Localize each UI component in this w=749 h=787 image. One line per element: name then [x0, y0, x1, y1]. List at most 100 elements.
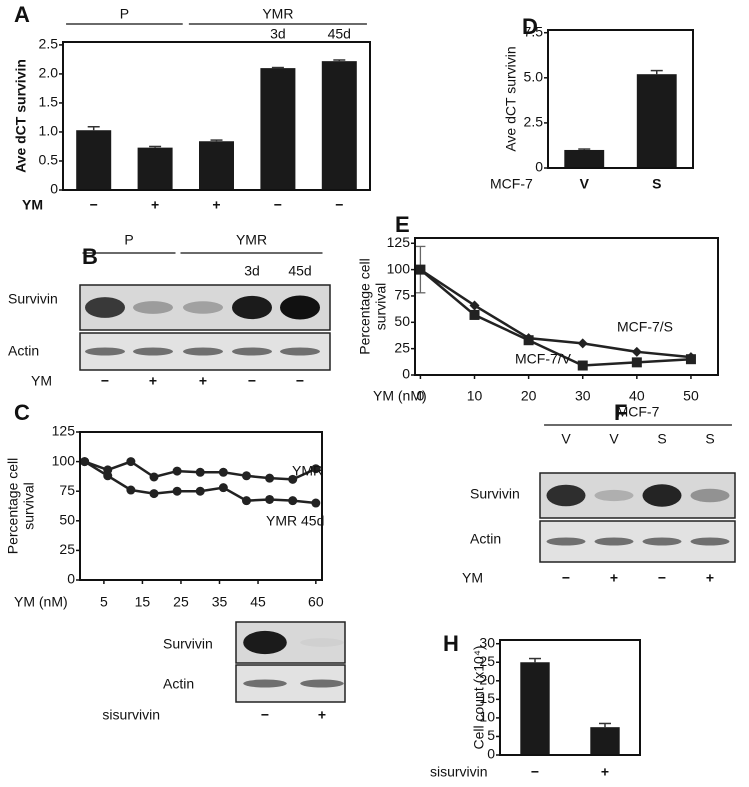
blot-band [594, 489, 634, 502]
panel-letter: D [522, 14, 538, 39]
error-bar [271, 66, 284, 69]
panel-letter: B [82, 244, 98, 269]
group-label: P [120, 6, 129, 22]
row-label: Actin [470, 531, 501, 547]
blot-band [546, 484, 586, 507]
y-tick-label: 25 [479, 653, 495, 669]
x-tick-label: + [601, 764, 609, 780]
blot-band [183, 347, 223, 356]
treatment-label: sisurvivin [102, 707, 160, 723]
lane-sign: + [610, 570, 618, 586]
x-tick-label: 25 [173, 594, 189, 610]
y-tick-label: 2.5 [524, 114, 544, 130]
group-label: P [124, 232, 133, 248]
plot-frame [62, 41, 371, 191]
lane-label: 3d [270, 26, 286, 42]
y-tick-label: 50 [394, 313, 410, 329]
row-label: Survivin [8, 291, 58, 307]
panel-letter: E [395, 212, 410, 237]
x-tick-label: 0 [417, 388, 425, 404]
treatment-label: YM [462, 570, 483, 586]
blot-band [280, 295, 320, 320]
row-label: Survivin [470, 486, 520, 502]
y-tick-label: 5.0 [524, 69, 544, 85]
marker [311, 498, 321, 508]
row-label: Actin [163, 676, 194, 692]
x-axis-label: YM (nM) [14, 594, 68, 610]
bar [520, 662, 550, 755]
y-tick-label: 10 [479, 709, 495, 725]
marker [103, 471, 113, 481]
y-tick-label: 5 [487, 727, 495, 743]
x-tick-label: 30 [575, 388, 591, 404]
error-bar [650, 69, 663, 75]
marker [265, 494, 275, 504]
y-axis-label: survival [373, 283, 389, 330]
plot-frame [414, 237, 719, 376]
plot-frame [79, 431, 323, 581]
y-axis-label: survival [21, 482, 37, 529]
blot-band [232, 347, 272, 356]
marker [469, 309, 480, 320]
lane-sign: + [706, 570, 714, 586]
bar [564, 149, 605, 168]
bar [199, 141, 234, 190]
y-tick-label: 75 [394, 287, 410, 303]
marker [577, 360, 588, 371]
series-label: MCF-7/V [515, 351, 572, 367]
treatment-label: YM [31, 373, 52, 389]
y-axis-label: Ave dCT survivin [503, 46, 519, 151]
marker [288, 496, 298, 506]
lane-sign: − [658, 570, 666, 586]
y-axis-label: Ave dCT survivin [13, 59, 29, 173]
y-tick-label: 0 [50, 181, 58, 197]
x-tick-label: 45 [250, 594, 266, 610]
lane-label: 3d [244, 263, 260, 279]
x-tick-label: − [90, 197, 98, 213]
marker [80, 457, 90, 467]
group-label: MCF-7 [617, 404, 660, 420]
x-tick-label: − [274, 197, 282, 213]
x-tick-label: 60 [308, 594, 324, 610]
lane-label: V [609, 431, 619, 447]
y-tick-label: 0 [535, 159, 543, 175]
row-label: Actin [8, 343, 39, 359]
blot-band [690, 488, 730, 503]
blot-band [300, 679, 344, 688]
lane-sign: − [562, 570, 570, 586]
y-tick-label: 30 [479, 634, 495, 650]
lane-label: 45d [328, 26, 351, 42]
x-tick-label: 15 [135, 594, 151, 610]
plot-frame [547, 29, 694, 169]
error-bar [578, 148, 591, 150]
x-tick-label: 50 [683, 388, 699, 404]
bar [321, 61, 357, 191]
y-tick-label: 1.0 [39, 123, 59, 139]
group-label: YMR [262, 6, 293, 22]
y-tick-label: 100 [52, 452, 76, 468]
blot-band [690, 537, 730, 546]
blot-band [232, 295, 272, 320]
series-label: YMR [292, 463, 323, 479]
bar [636, 74, 677, 168]
marker [126, 485, 136, 495]
x-tick-label: V [580, 176, 590, 192]
blot-band [300, 638, 344, 647]
error-bar [333, 59, 346, 62]
bar [137, 147, 173, 190]
marker [195, 486, 205, 496]
x-tick-label: 40 [629, 388, 645, 404]
x-tick-label: + [151, 197, 159, 213]
y-tick-label: 0 [402, 366, 410, 382]
blot-band [243, 679, 287, 688]
y-tick-label: 75 [59, 482, 75, 498]
marker [218, 467, 228, 477]
lane-sign: − [296, 373, 304, 389]
blot-frame [235, 621, 346, 664]
marker [577, 338, 588, 349]
blot-band [183, 301, 223, 314]
y-tick-label: 2.0 [39, 65, 59, 81]
lane-sign: − [101, 373, 109, 389]
